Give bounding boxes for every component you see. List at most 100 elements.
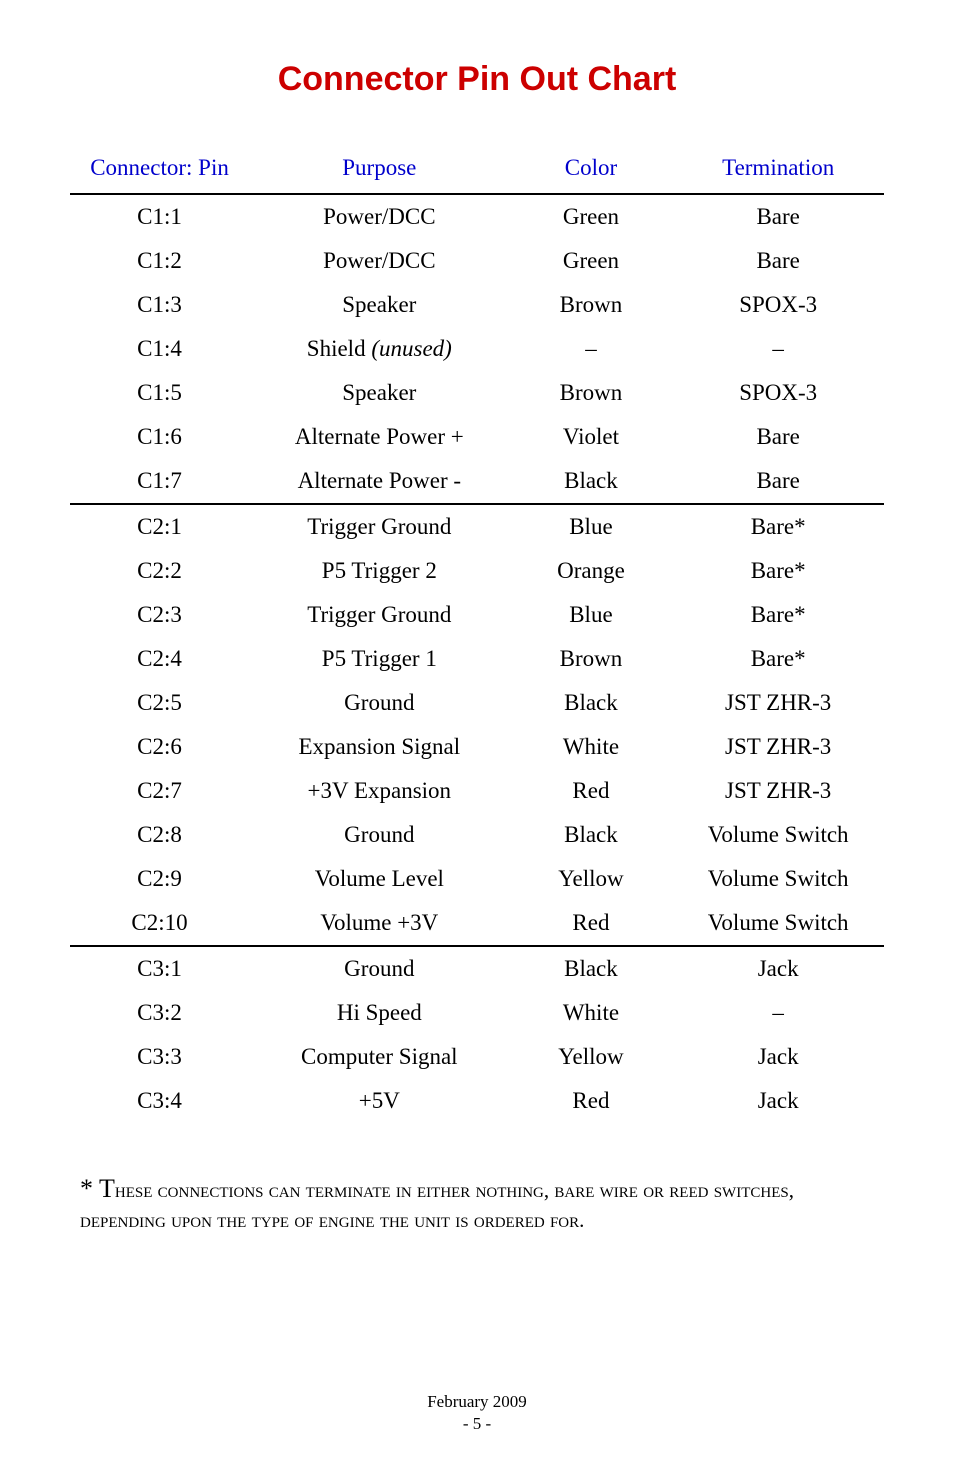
cell-pin: C2:8	[70, 813, 249, 857]
cell-color: Brown	[510, 371, 673, 415]
footnote: * These connections can terminate in eit…	[70, 1171, 884, 1234]
table-row: C3:1 Ground Black Jack	[70, 946, 884, 991]
cell-pin: C2:5	[70, 681, 249, 725]
cell-color: Yellow	[510, 1035, 673, 1079]
col-header-color: Color	[510, 145, 673, 194]
footnote-rest: hese connections can terminate in either…	[80, 1178, 794, 1232]
table-row: C1:7 Alternate Power - Black Bare	[70, 459, 884, 504]
col-header-termination: Termination	[672, 145, 884, 194]
cell-term: JST ZHR-3	[672, 769, 884, 813]
cell-color: Brown	[510, 283, 673, 327]
cell-purpose: Ground	[249, 946, 509, 991]
page-title: Connector Pin Out Chart	[70, 60, 884, 99]
cell-term: Bare	[672, 459, 884, 504]
cell-term: –	[672, 327, 884, 371]
cell-purpose: Volume Level	[249, 857, 509, 901]
cell-pin: C2:9	[70, 857, 249, 901]
cell-term: Volume Switch	[672, 857, 884, 901]
table-row: C3:3 Computer Signal Yellow Jack	[70, 1035, 884, 1079]
table-row: C3:2 Hi Speed White –	[70, 991, 884, 1035]
cell-pin: C1:1	[70, 194, 249, 239]
cell-purpose: Expansion Signal	[249, 725, 509, 769]
cell-color: Green	[510, 194, 673, 239]
cell-purpose: Trigger Ground	[249, 593, 509, 637]
col-header-connector: Connector: Pin	[70, 145, 249, 194]
cell-color: Black	[510, 459, 673, 504]
cell-purpose: Power/DCC	[249, 194, 509, 239]
cell-color: Black	[510, 946, 673, 991]
table-row: C2:7 +3V Expansion Red JST ZHR-3	[70, 769, 884, 813]
cell-term: Bare*	[672, 593, 884, 637]
cell-purpose: Ground	[249, 813, 509, 857]
cell-purpose: P5 Trigger 1	[249, 637, 509, 681]
table-row: C1:2 Power/DCC Green Bare	[70, 239, 884, 283]
cell-pin: C1:7	[70, 459, 249, 504]
cell-pin: C3:1	[70, 946, 249, 991]
cell-term: JST ZHR-3	[672, 681, 884, 725]
footnote-first: * T	[80, 1174, 115, 1203]
table-row: C2:5 Ground Black JST ZHR-3	[70, 681, 884, 725]
cell-color: –	[510, 327, 673, 371]
cell-pin: C2:2	[70, 549, 249, 593]
table-row: C2:4 P5 Trigger 1 Brown Bare*	[70, 637, 884, 681]
cell-pin: C2:1	[70, 504, 249, 549]
cell-pin: C1:2	[70, 239, 249, 283]
cell-purpose: Alternate Power -	[249, 459, 509, 504]
cell-purpose: Volume +3V	[249, 901, 509, 946]
cell-pin: C1:4	[70, 327, 249, 371]
cell-color: Red	[510, 901, 673, 946]
cell-purpose-italic: (unused)	[371, 336, 451, 361]
cell-term: Jack	[672, 946, 884, 991]
cell-term: Bare*	[672, 637, 884, 681]
cell-term: Bare	[672, 415, 884, 459]
cell-color: Blue	[510, 504, 673, 549]
table-row: C1:3 Speaker Brown SPOX-3	[70, 283, 884, 327]
cell-color: White	[510, 725, 673, 769]
table-row: C1:4 Shield (unused) – –	[70, 327, 884, 371]
cell-color: Brown	[510, 637, 673, 681]
table-row: C2:10 Volume +3V Red Volume Switch	[70, 901, 884, 946]
cell-purpose: Computer Signal	[249, 1035, 509, 1079]
cell-term: SPOX-3	[672, 283, 884, 327]
cell-purpose: Trigger Ground	[249, 504, 509, 549]
cell-purpose: +5V	[249, 1079, 509, 1123]
cell-color: Black	[510, 681, 673, 725]
cell-pin: C3:3	[70, 1035, 249, 1079]
cell-purpose: Speaker	[249, 283, 509, 327]
cell-term: Bare	[672, 239, 884, 283]
table-row: C2:3 Trigger Ground Blue Bare*	[70, 593, 884, 637]
page-footer: February 2009 - 5 -	[0, 1391, 954, 1435]
cell-pin: C2:4	[70, 637, 249, 681]
cell-term: –	[672, 991, 884, 1035]
cell-purpose: Hi Speed	[249, 991, 509, 1035]
table-row: C1:5 Speaker Brown SPOX-3	[70, 371, 884, 415]
footer-page-number: - 5 -	[463, 1414, 491, 1433]
cell-term: Jack	[672, 1035, 884, 1079]
table-row: C2:6 Expansion Signal White JST ZHR-3	[70, 725, 884, 769]
cell-term: SPOX-3	[672, 371, 884, 415]
cell-color: Blue	[510, 593, 673, 637]
cell-term: Volume Switch	[672, 813, 884, 857]
cell-pin: C1:5	[70, 371, 249, 415]
cell-purpose: Alternate Power +	[249, 415, 509, 459]
table-row: C2:9 Volume Level Yellow Volume Switch	[70, 857, 884, 901]
footer-date: February 2009	[427, 1392, 527, 1411]
cell-pin: C1:3	[70, 283, 249, 327]
table-header-row: Connector: Pin Purpose Color Termination	[70, 145, 884, 194]
cell-color: White	[510, 991, 673, 1035]
cell-purpose: Shield (unused)	[249, 327, 509, 371]
document-page: Connector Pin Out Chart Connector: Pin P…	[0, 0, 954, 1475]
cell-pin: C2:6	[70, 725, 249, 769]
cell-pin: C3:4	[70, 1079, 249, 1123]
pinout-table: Connector: Pin Purpose Color Termination…	[70, 145, 884, 1123]
cell-pin: C2:7	[70, 769, 249, 813]
cell-purpose: Speaker	[249, 371, 509, 415]
cell-term: Volume Switch	[672, 901, 884, 946]
table-row: C1:1 Power/DCC Green Bare	[70, 194, 884, 239]
cell-term: Bare*	[672, 504, 884, 549]
cell-purpose: Ground	[249, 681, 509, 725]
table-row: C1:6 Alternate Power + Violet Bare	[70, 415, 884, 459]
col-header-purpose: Purpose	[249, 145, 509, 194]
cell-term: Bare	[672, 194, 884, 239]
cell-pin: C2:10	[70, 901, 249, 946]
